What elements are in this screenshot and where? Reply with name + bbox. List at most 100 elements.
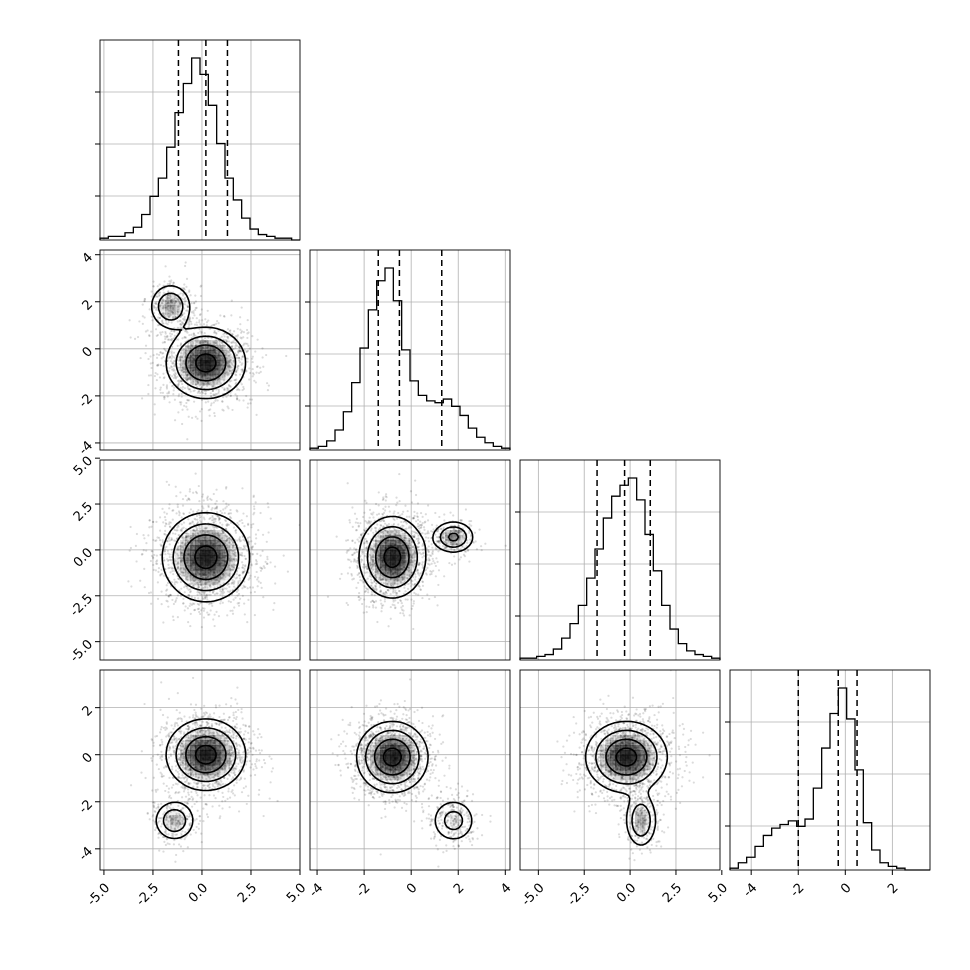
sample-point — [420, 523, 423, 527]
sample-point — [188, 290, 191, 293]
sample-point — [186, 553, 190, 556]
sample-point — [183, 586, 186, 589]
sample-point — [402, 520, 405, 523]
sample-point — [354, 548, 358, 551]
sample-point — [230, 557, 233, 560]
sample-point — [264, 560, 267, 563]
sample-point — [181, 527, 184, 530]
sample-point — [141, 303, 144, 306]
sample-point — [201, 493, 205, 496]
sample-point — [225, 543, 228, 546]
sample-point — [235, 558, 238, 561]
sample-point — [165, 512, 169, 515]
sample-point — [202, 382, 205, 385]
sample-point — [224, 519, 227, 522]
sample-point — [208, 517, 211, 521]
sample-point — [222, 409, 225, 412]
sample-point — [192, 510, 195, 513]
sample-point — [242, 584, 245, 587]
sample-point — [236, 327, 239, 330]
sample-point — [238, 373, 242, 376]
sample-point — [356, 559, 359, 562]
sample-point — [201, 376, 204, 379]
sample-point — [185, 345, 189, 348]
sample-point — [397, 569, 400, 572]
sample-point — [174, 372, 177, 376]
sample-point — [253, 613, 256, 617]
sample-point — [174, 580, 178, 583]
sample-point — [169, 558, 172, 561]
sample-point — [374, 587, 377, 590]
sample-point — [438, 540, 441, 543]
sample-point — [453, 535, 456, 538]
sample-point — [158, 529, 162, 532]
sample-point — [274, 582, 277, 585]
sample-point — [184, 537, 187, 540]
sample-point — [377, 491, 380, 494]
sample-point — [239, 350, 242, 353]
sample-point — [430, 571, 433, 574]
sample-point — [213, 329, 216, 333]
sample-point — [150, 290, 153, 293]
sample-point — [238, 546, 241, 549]
sample-point — [180, 395, 183, 398]
sample-point — [409, 490, 413, 493]
sample-point — [409, 553, 412, 556]
sample-point — [193, 378, 196, 381]
sample-point — [227, 363, 230, 366]
density-cell — [220, 375, 226, 381]
sample-point — [412, 552, 415, 555]
density-cell — [190, 355, 196, 361]
sample-point — [172, 306, 175, 309]
sample-point — [229, 521, 233, 524]
sample-point — [202, 383, 206, 387]
sample-point — [233, 341, 236, 344]
density-cell — [180, 350, 186, 356]
sample-point — [194, 294, 197, 297]
sample-point — [197, 390, 200, 393]
sample-point — [204, 392, 207, 395]
density-cell — [220, 560, 226, 566]
sample-point — [245, 515, 248, 518]
sample-point — [165, 480, 168, 483]
sample-point — [374, 536, 377, 539]
sample-point — [158, 291, 162, 294]
sample-point — [176, 503, 179, 506]
sample-point — [192, 371, 195, 375]
sample-point — [407, 582, 410, 586]
sample-point — [190, 343, 193, 346]
sample-point — [225, 502, 228, 505]
sample-point — [188, 356, 191, 359]
sample-point — [435, 540, 438, 543]
density-cell — [210, 580, 216, 586]
sample-point — [180, 516, 183, 519]
sample-point — [195, 527, 199, 530]
sample-point — [411, 545, 414, 549]
sample-point — [222, 531, 225, 534]
sample-point — [404, 537, 408, 540]
sample-point — [215, 542, 218, 545]
density-cell — [175, 550, 181, 556]
sample-point — [213, 331, 216, 334]
sample-point — [234, 341, 237, 344]
sample-point — [150, 330, 153, 333]
sample-point — [214, 520, 217, 523]
sample-point — [170, 365, 173, 369]
sample-point — [206, 309, 209, 312]
sample-point — [227, 564, 230, 567]
sample-point — [455, 543, 458, 546]
sample-point — [159, 543, 162, 546]
density-panel-3-1 — [95, 457, 301, 661]
sample-point — [262, 596, 265, 599]
sample-point — [175, 297, 178, 300]
sample-point — [286, 570, 289, 573]
sample-point — [177, 548, 180, 551]
sample-point — [357, 595, 360, 599]
sample-point — [201, 598, 205, 601]
sample-point — [372, 559, 375, 562]
sample-point — [399, 533, 402, 536]
sample-point — [177, 562, 180, 565]
sample-point — [353, 559, 356, 562]
sample-point — [364, 590, 368, 593]
sample-point — [217, 373, 220, 376]
